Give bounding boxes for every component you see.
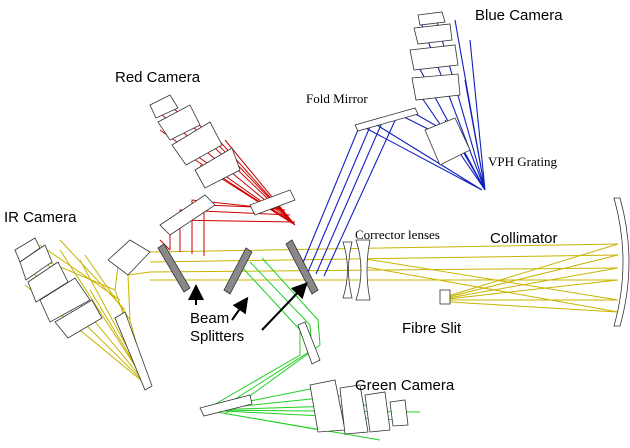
collimator-mirror bbox=[613, 197, 630, 327]
label: Fibre Slit bbox=[402, 320, 462, 337]
label: Red Camera bbox=[115, 69, 201, 86]
vph-grating bbox=[424, 117, 471, 166]
green-camera bbox=[199, 257, 421, 441]
label: Blue Camera bbox=[475, 7, 563, 24]
red-camera bbox=[149, 94, 296, 256]
main-beam bbox=[149, 243, 619, 313]
label: Splitters bbox=[190, 328, 244, 345]
label: Green Camera bbox=[355, 377, 455, 394]
label: Fold Mirror bbox=[306, 91, 368, 106]
ir-camera bbox=[14, 237, 153, 391]
label: Corrector lenses bbox=[355, 227, 440, 242]
label: VPH Grating bbox=[488, 154, 557, 169]
blue-camera bbox=[299, 11, 486, 277]
beam-splitters bbox=[157, 239, 319, 295]
label: IR Camera bbox=[4, 209, 77, 226]
pointer-arrows bbox=[188, 282, 308, 331]
corrector-lenses bbox=[342, 239, 371, 301]
fibre-slit bbox=[439, 289, 451, 305]
label: Beam bbox=[190, 310, 229, 327]
label: Collimator bbox=[490, 230, 558, 247]
fold-mirror bbox=[354, 107, 419, 132]
